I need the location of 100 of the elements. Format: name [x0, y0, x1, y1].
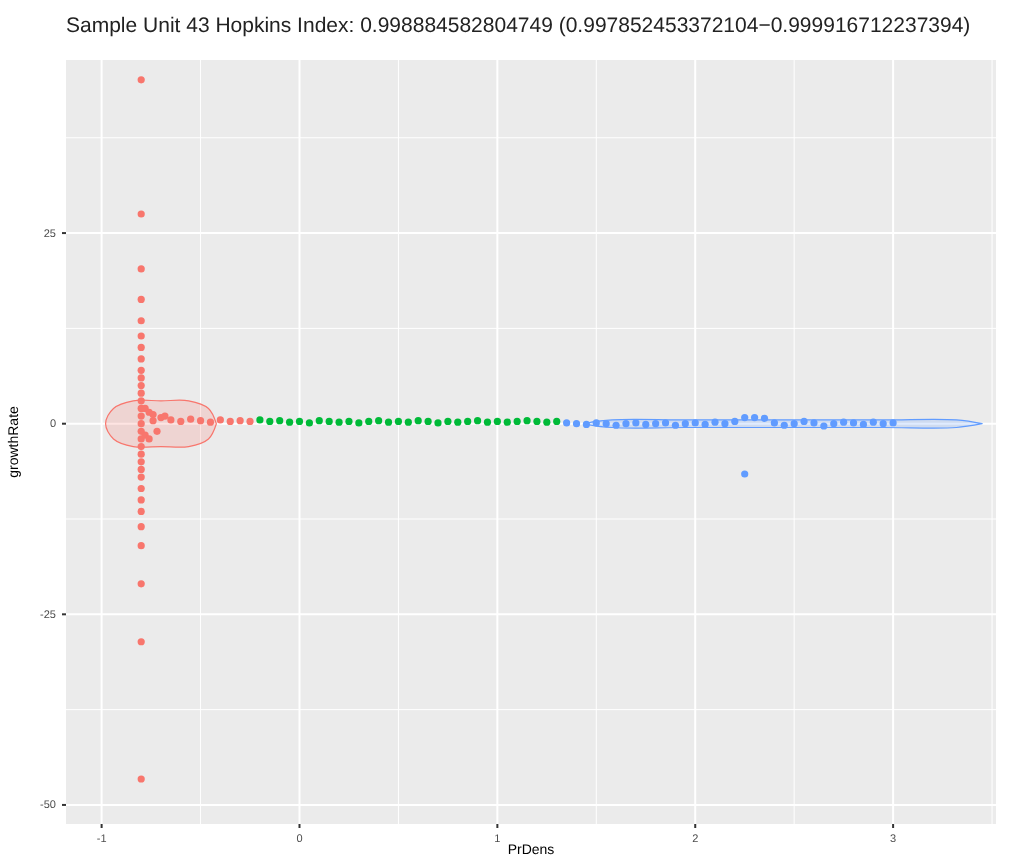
point	[661, 419, 670, 427]
point	[137, 484, 145, 493]
point	[137, 366, 145, 374]
point	[721, 420, 729, 428]
point	[840, 418, 848, 426]
point	[820, 422, 828, 430]
point	[286, 418, 294, 426]
point	[137, 381, 145, 390]
point	[149, 417, 157, 425]
point	[137, 473, 145, 481]
point	[137, 397, 145, 405]
point	[572, 420, 581, 428]
point	[760, 414, 769, 422]
point	[137, 332, 145, 340]
point	[137, 412, 145, 420]
point	[612, 421, 620, 429]
point	[246, 417, 254, 426]
point	[137, 465, 145, 474]
point	[424, 417, 432, 426]
point	[137, 580, 145, 588]
point	[335, 418, 343, 426]
point	[800, 417, 808, 426]
point	[523, 417, 531, 425]
point	[780, 421, 788, 429]
point	[563, 419, 571, 427]
point	[711, 418, 719, 426]
point	[790, 420, 798, 428]
point	[315, 417, 323, 425]
point	[137, 317, 145, 325]
point	[513, 417, 521, 426]
point	[691, 419, 699, 427]
point	[671, 421, 680, 429]
point	[137, 295, 145, 304]
point	[137, 523, 145, 531]
point	[553, 417, 561, 426]
point	[137, 507, 145, 515]
chart-title: Sample Unit 43 Hopkins Index: 0.998884582804749 (0.997852453372104−0.999916712237394)	[66, 14, 971, 38]
point	[602, 420, 610, 428]
point	[325, 417, 333, 426]
point	[642, 420, 650, 429]
point	[137, 355, 145, 363]
point	[226, 417, 234, 426]
point	[137, 389, 145, 397]
point	[266, 417, 274, 426]
point	[543, 418, 551, 426]
point	[582, 420, 590, 429]
point	[137, 496, 145, 504]
point	[444, 417, 452, 426]
point	[622, 420, 630, 428]
point	[295, 417, 304, 426]
point	[830, 420, 838, 428]
point	[206, 418, 215, 426]
point	[741, 414, 749, 422]
point	[375, 417, 383, 425]
point	[137, 343, 145, 352]
point	[177, 417, 185, 426]
point	[869, 418, 877, 426]
point	[137, 420, 145, 428]
point	[137, 442, 145, 451]
point	[751, 414, 759, 422]
point	[137, 638, 145, 646]
point	[493, 417, 501, 426]
point	[632, 419, 640, 427]
point	[137, 210, 145, 218]
point	[681, 420, 689, 428]
point	[153, 427, 161, 435]
point	[533, 417, 541, 426]
point	[137, 458, 145, 466]
point	[137, 450, 145, 458]
point	[216, 416, 224, 424]
point	[305, 419, 313, 427]
point	[137, 76, 145, 84]
point	[652, 420, 660, 428]
point	[741, 470, 749, 478]
point	[137, 542, 145, 550]
point	[464, 417, 472, 426]
point	[404, 418, 412, 426]
point	[849, 419, 858, 427]
point	[434, 419, 442, 427]
point	[473, 417, 482, 425]
point	[810, 419, 818, 427]
point	[137, 374, 145, 382]
point	[503, 418, 511, 426]
point	[889, 419, 897, 427]
point	[365, 417, 373, 426]
point	[256, 416, 264, 424]
point	[236, 417, 244, 425]
point	[592, 419, 600, 427]
point	[137, 775, 145, 783]
point	[355, 419, 363, 427]
point	[483, 418, 492, 426]
point	[394, 417, 403, 426]
point	[414, 417, 422, 425]
point	[196, 417, 205, 425]
point	[879, 420, 887, 428]
point	[770, 419, 778, 427]
point	[187, 415, 195, 423]
point	[167, 416, 175, 424]
point	[384, 418, 393, 426]
point	[276, 417, 284, 425]
